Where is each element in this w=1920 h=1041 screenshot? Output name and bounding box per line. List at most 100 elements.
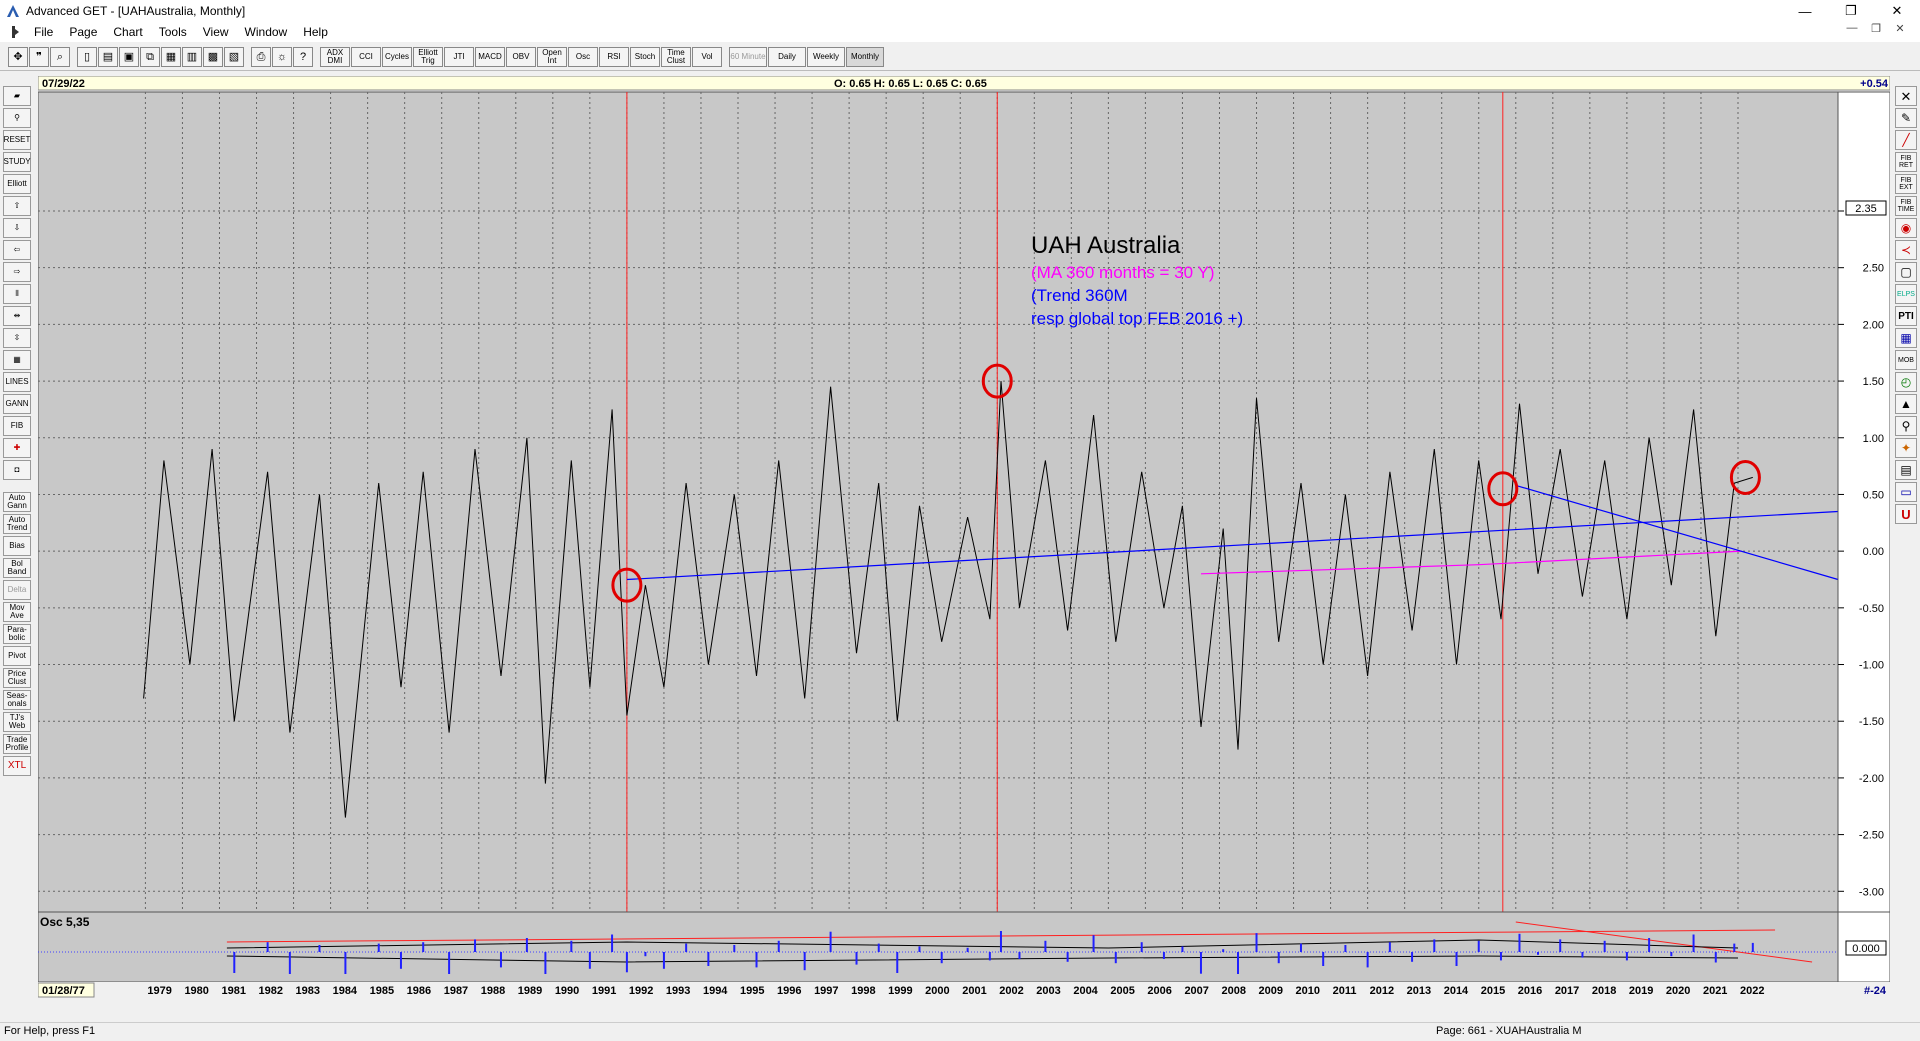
grid-icon[interactable]: ▩ bbox=[203, 47, 223, 67]
menu-file[interactable]: File bbox=[34, 25, 54, 39]
tool-delta[interactable]: Delta bbox=[3, 580, 31, 600]
fan-icon[interactable]: ≺ bbox=[1895, 240, 1917, 260]
timeframe-daily[interactable]: Daily bbox=[768, 47, 806, 67]
menu-tools[interactable]: Tools bbox=[158, 25, 187, 39]
tool-pivot[interactable]: Pivot bbox=[3, 646, 31, 666]
indicator-stoch[interactable]: Stoch bbox=[630, 47, 660, 67]
bulb-icon[interactable]: ☼ bbox=[272, 47, 292, 67]
menu-help[interactable]: Help bbox=[303, 25, 328, 39]
y-tick-label: -3.00 bbox=[1859, 886, 1884, 898]
tool-tjs-web[interactable]: TJ's Web bbox=[3, 712, 31, 732]
new-page-icon[interactable]: ▯ bbox=[77, 47, 97, 67]
main-plot-area[interactable] bbox=[38, 91, 1839, 983]
text-tool-icon[interactable]: ▭ bbox=[1895, 482, 1917, 502]
tool-fib[interactable]: FIB bbox=[3, 416, 31, 436]
pencil-icon[interactable]: ✎ bbox=[1895, 108, 1917, 128]
maximize-button[interactable]: ❐ bbox=[1845, 3, 1857, 18]
x-tick-label: 2012 bbox=[1370, 985, 1394, 997]
indicator-jti[interactable]: JTI bbox=[444, 47, 474, 67]
doc-restore-button[interactable]: ❐ bbox=[1871, 23, 1881, 35]
doc-close-button[interactable]: ✕ bbox=[1895, 23, 1905, 35]
cycle-icon[interactable]: ◉ bbox=[1895, 218, 1917, 238]
menu-page[interactable]: Page bbox=[69, 25, 98, 39]
menu-chart[interactable]: Chart bbox=[113, 25, 143, 39]
layout-icon[interactable]: ▦ bbox=[161, 47, 181, 67]
tool-fib-ext[interactable]: FIB EXT bbox=[1895, 174, 1917, 194]
arrow-up-icon[interactable]: ⇧ bbox=[3, 196, 31, 216]
help-pointer-icon[interactable]: ? bbox=[293, 47, 313, 67]
indicator-open-int[interactable]: Open Int bbox=[537, 47, 567, 67]
indicator-macd[interactable]: MACD bbox=[475, 47, 505, 67]
timeframe-weekly[interactable]: Weekly bbox=[807, 47, 845, 67]
indicator-vol[interactable]: Vol bbox=[692, 47, 722, 67]
tool-pti[interactable]: PTI bbox=[1895, 306, 1917, 326]
save-icon[interactable]: ▣ bbox=[119, 47, 139, 67]
timeframe-monthly[interactable]: Monthly bbox=[846, 47, 884, 67]
arrow-down-icon[interactable]: ⇩ bbox=[3, 218, 31, 238]
grid-toggle-icon[interactable]: ▦ bbox=[3, 350, 31, 370]
tool-elliott[interactable]: Elliott bbox=[3, 174, 31, 194]
indicator-adx-dmi[interactable]: ADX DMI bbox=[320, 47, 350, 67]
doc-minimize-button[interactable]: — bbox=[1846, 22, 1858, 34]
tool-auto-trend[interactable]: Auto Trend bbox=[3, 514, 31, 534]
link-icon[interactable]: ⧉ bbox=[140, 47, 160, 67]
tool-fib-time[interactable]: FIB TIME bbox=[1895, 196, 1917, 216]
tool-elps[interactable]: ELPS bbox=[1895, 284, 1917, 304]
minimize-button[interactable]: — bbox=[1798, 3, 1812, 19]
open-chart-icon[interactable]: ▰ bbox=[3, 86, 31, 106]
bars-icon[interactable]: ⫴ bbox=[3, 284, 31, 304]
menu-window[interactable]: Window bbox=[244, 25, 288, 39]
indicator-rsi[interactable]: RSI bbox=[599, 47, 629, 67]
tile-icon[interactable]: ▥ bbox=[182, 47, 202, 67]
open-icon[interactable]: ▤ bbox=[98, 47, 118, 67]
triangle-icon[interactable]: ▲ bbox=[1895, 394, 1917, 414]
tool-trade-profile[interactable]: Trade Profile bbox=[3, 734, 31, 754]
chart-svg[interactable]: 07/29/22 O: 0.65 H: 0.65 L: 0.65 C: 0.65… bbox=[38, 76, 1890, 1020]
tool-gann[interactable]: GANN bbox=[3, 394, 31, 414]
print-icon[interactable]: ⎙ bbox=[251, 47, 271, 67]
tool-bol-band[interactable]: Bol Band bbox=[3, 558, 31, 578]
close-button[interactable]: ✕ bbox=[1891, 3, 1903, 18]
tool-auto-gann[interactable]: Auto Gann bbox=[3, 492, 31, 512]
cursor-icon[interactable]: ✥ bbox=[8, 47, 28, 67]
indicator-obv[interactable]: OBV bbox=[506, 47, 536, 67]
indicator-osc[interactable]: Osc bbox=[568, 47, 598, 67]
box-icon[interactable]: ▢ bbox=[1895, 262, 1917, 282]
camera-icon[interactable]: ◘ bbox=[3, 460, 31, 480]
quote-icon[interactable]: ❞ bbox=[29, 47, 49, 67]
expand-h-icon[interactable]: ⇹ bbox=[3, 306, 31, 326]
palette-icon[interactable]: ✦ bbox=[1895, 438, 1917, 458]
menu-view[interactable]: View bbox=[202, 25, 229, 39]
tool-fib-ret[interactable]: FIB RET bbox=[1895, 152, 1917, 172]
table-icon[interactable]: ▦ bbox=[1895, 328, 1917, 348]
arrow-right-icon[interactable]: ⇨ bbox=[3, 262, 31, 282]
zoom-icon[interactable]: ⚲ bbox=[3, 108, 31, 128]
indicator-elliott-trig[interactable]: Elliott Trig bbox=[413, 47, 443, 67]
expand-v-icon[interactable]: ⇳ bbox=[3, 328, 31, 348]
tool-bias[interactable]: Bias bbox=[3, 536, 31, 556]
tool-price-clust[interactable]: Price Clust bbox=[3, 668, 31, 688]
indicator-cci[interactable]: CCI bbox=[351, 47, 381, 67]
tool-mob[interactable]: MOB bbox=[1895, 350, 1917, 370]
tool-lines[interactable]: LINES bbox=[3, 372, 31, 392]
magnify-icon[interactable]: ⌕ bbox=[50, 47, 70, 67]
timeframe-60-minute[interactable]: 60 Minute bbox=[729, 47, 767, 67]
tool-xtl[interactable]: XTL bbox=[3, 756, 31, 776]
indicator-time-clust[interactable]: Time Clust bbox=[661, 47, 691, 67]
tool-reset[interactable]: RESET bbox=[3, 130, 31, 150]
line-tool-icon[interactable]: ╱ bbox=[1895, 130, 1917, 150]
menu-bar: File Page Chart Tools View Window Help —… bbox=[0, 22, 1920, 42]
tool-seasonals[interactable]: Seas-onals bbox=[3, 690, 31, 710]
clock-icon[interactable]: ◴ bbox=[1895, 372, 1917, 392]
crosshair-icon[interactable]: ✚ bbox=[3, 438, 31, 458]
close-tool-icon[interactable]: ✕ bbox=[1895, 86, 1917, 106]
grid-lines-icon[interactable]: ▤ bbox=[1895, 460, 1917, 480]
search-icon[interactable]: ⚲ bbox=[1895, 416, 1917, 436]
tool-mov-ave[interactable]: Mov Ave bbox=[3, 602, 31, 622]
indicator-cycles[interactable]: Cycles bbox=[382, 47, 412, 67]
tool-parabolic[interactable]: Para-bolic bbox=[3, 624, 31, 644]
tool-u[interactable]: U bbox=[1895, 504, 1917, 524]
arrow-left-icon[interactable]: ⇦ bbox=[3, 240, 31, 260]
data-icon[interactable]: ▧ bbox=[224, 47, 244, 67]
tool-study[interactable]: STUDY bbox=[3, 152, 31, 172]
